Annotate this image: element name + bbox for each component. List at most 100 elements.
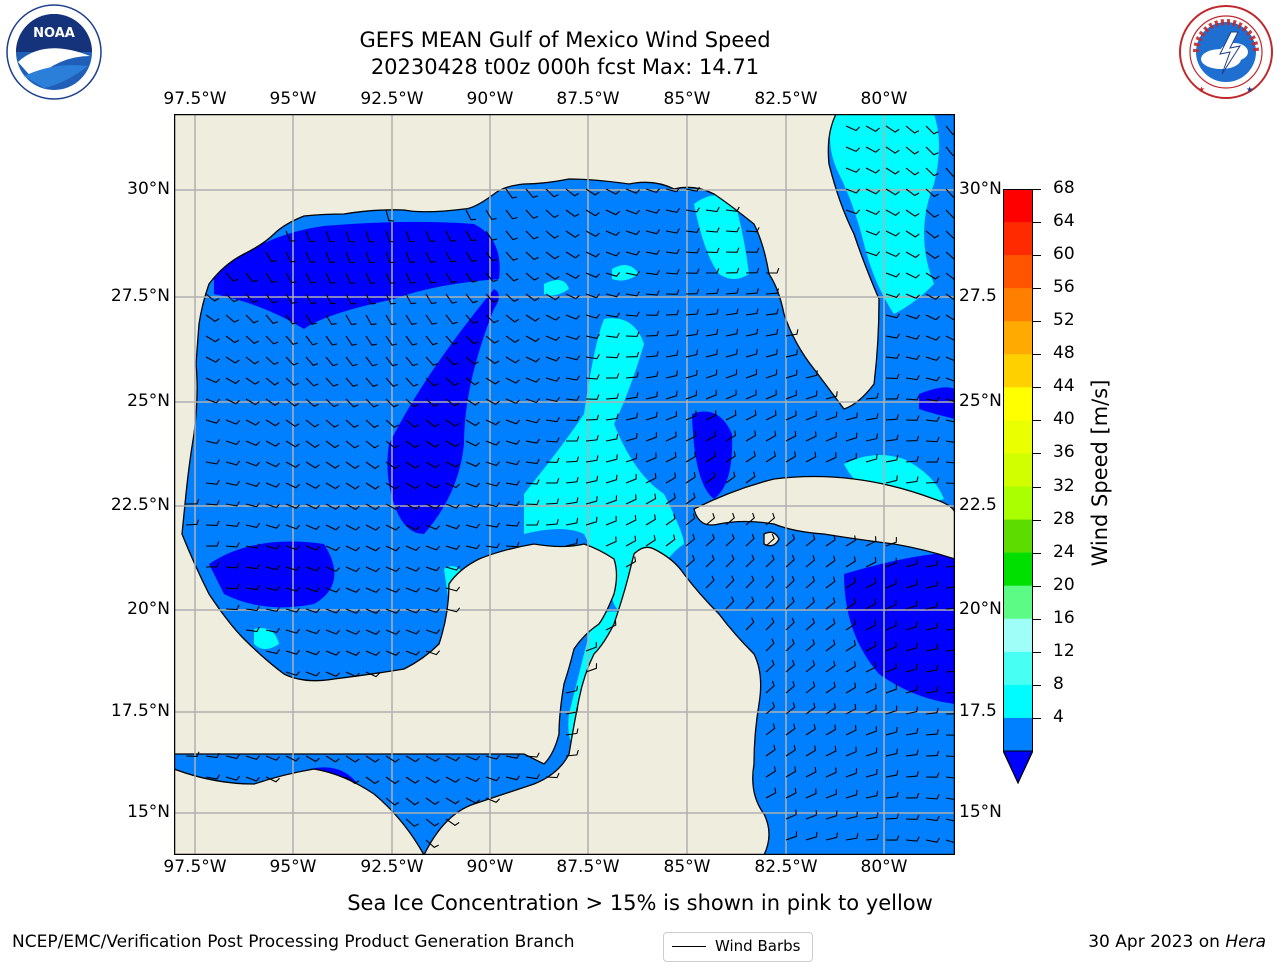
wind-barb [565,272,580,279]
map-panel[interactable]: Wind Barbs [173,113,961,962]
wind-barb [885,454,899,463]
wind-barb [805,766,817,778]
wind-barb [785,766,797,778]
wind-barb [265,606,280,613]
wind-barb [605,515,617,526]
wind-barb [545,437,560,443]
wind-barb [905,188,920,197]
wind-barb [545,293,560,301]
wind-barb [785,617,795,631]
wind-barb [245,398,260,406]
colorbar-tick-mark [1033,519,1041,521]
wind-barb [925,209,940,218]
wind-barb [345,335,358,346]
contour-low-south [209,541,335,608]
wind-barb [545,498,560,505]
wind-barb [465,209,476,221]
wind-barb [725,512,735,526]
wind-barb [445,797,460,805]
wind-barb [385,377,399,387]
wind-barb [865,453,878,463]
wind-barb [625,473,637,484]
colorbar-bin [1003,651,1033,686]
wind-barb [245,585,260,591]
wind-barb [445,586,461,592]
wind-barb [265,335,279,345]
wind-barb [305,314,318,325]
wind-barb [925,167,939,177]
wind-barb [225,501,240,507]
wind-barb [825,411,838,421]
wind-barb [405,629,421,635]
wind-barb [365,440,380,449]
wind-barb [365,503,380,511]
wind-barb [685,309,699,316]
wind-barb [705,369,718,379]
wind-barb [605,188,620,195]
wind-barb [365,335,378,346]
wind-barb [305,440,320,448]
wind-barb [745,430,757,442]
wind-barb [485,293,499,303]
contour-low-central [387,289,499,534]
wind-barb [785,702,796,715]
wind-barb [845,125,860,132]
wind-barb [325,356,338,367]
wind-barb [405,818,420,827]
lon-label-top: 97.5°W [163,89,227,109]
wind-barb [785,831,798,841]
map-frame [173,113,956,856]
wind-barb [825,789,837,799]
lat-label-right: 25°N [959,391,1002,411]
wind-barb [885,475,898,484]
wind-barb [505,209,518,220]
wind-barb [805,451,817,463]
wind-barb [505,377,520,384]
wind-barb [785,596,795,610]
wind-barb [445,419,460,427]
lat-label-right: 15°N [959,802,1002,822]
wind-barb [325,398,339,408]
wind-barb [605,474,618,484]
wind-barb [825,618,836,631]
wind-barb [285,314,298,325]
wind-barb [465,251,477,262]
wind-barb [385,461,400,469]
wind-barb [885,537,897,547]
wind-barb [725,533,735,547]
wind-barb [825,767,837,778]
wind-barb [685,431,697,442]
wind-barb [805,431,817,442]
wind-barb [865,188,880,195]
wind-barb [625,291,640,297]
wind-barb [425,272,437,284]
wind-barb [885,791,899,799]
wind-barb [905,579,918,589]
wind-barb [245,776,261,782]
wind-barb [885,272,901,278]
wind-barb [185,519,200,526]
wind-barb [285,398,300,407]
wind-barb [265,755,280,761]
wind-barb [785,451,797,463]
wind-barb [925,230,940,239]
wind-barb [585,313,601,319]
wind-barb [885,125,900,133]
wind-barb [665,329,679,337]
wind-barb [385,272,396,284]
wind-barb [845,209,861,215]
lon-label-top: 82.5°W [754,89,818,109]
wind-barb [245,272,258,283]
wind-barb [845,746,857,757]
wind-barb [345,755,360,763]
wind-barb [365,524,380,531]
wind-barb [925,707,939,715]
wind-barb [365,776,380,785]
wind-barb [805,555,816,568]
wind-barb [485,377,500,385]
wind-barb [305,587,321,593]
wind-barb [325,335,338,346]
wind-barb [785,329,799,337]
wind-barb [365,398,379,408]
wind-barb [425,608,441,614]
